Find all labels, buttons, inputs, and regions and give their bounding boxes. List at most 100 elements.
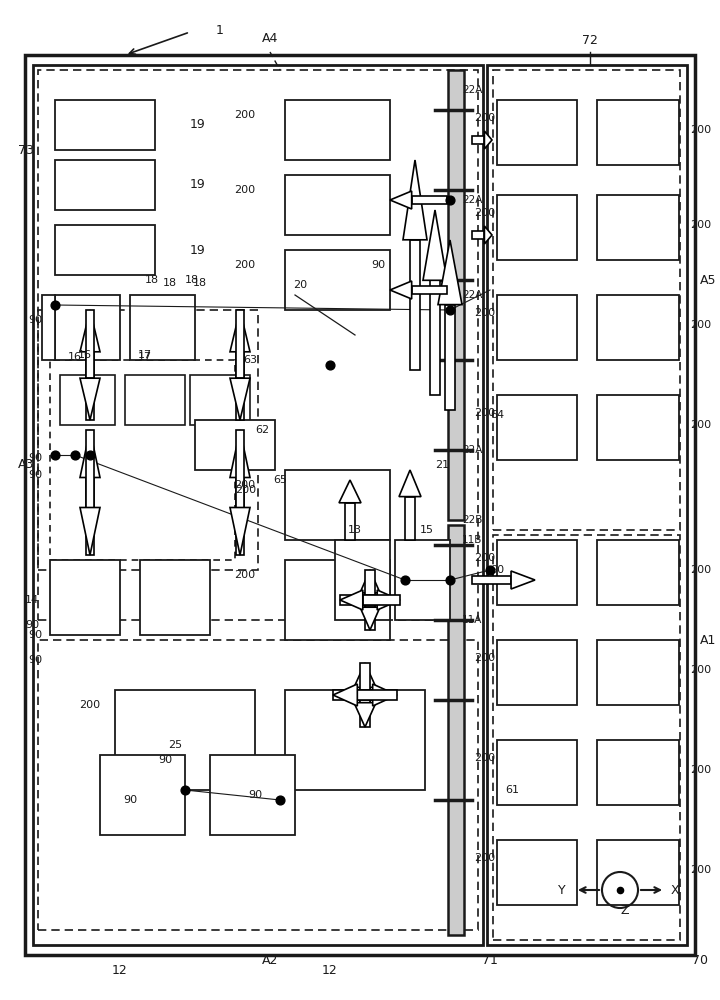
Text: 64: 64 — [490, 410, 504, 420]
Text: 20: 20 — [293, 280, 307, 290]
Text: 200: 200 — [474, 113, 495, 123]
Text: 90: 90 — [371, 260, 385, 270]
Polygon shape — [485, 226, 492, 244]
Text: 12: 12 — [322, 964, 338, 976]
Polygon shape — [80, 310, 100, 352]
Text: 200: 200 — [690, 320, 711, 330]
Point — [84, 447, 96, 463]
Bar — [285, 690, 425, 790]
Polygon shape — [365, 593, 375, 630]
Text: 200: 200 — [234, 185, 255, 195]
Polygon shape — [472, 136, 485, 144]
Point — [274, 792, 286, 808]
Polygon shape — [230, 310, 250, 352]
Text: 200: 200 — [234, 480, 255, 490]
Text: 70: 70 — [692, 954, 708, 966]
Bar — [448, 525, 464, 935]
Point — [444, 192, 456, 208]
Text: 17: 17 — [138, 350, 152, 360]
Text: 90: 90 — [25, 620, 39, 630]
Bar — [448, 70, 464, 520]
Text: X: X — [671, 884, 679, 896]
Polygon shape — [230, 378, 250, 420]
Text: 71: 71 — [482, 954, 498, 966]
Text: 200: 200 — [474, 208, 495, 218]
Text: 11B: 11B — [462, 535, 482, 545]
Polygon shape — [339, 480, 361, 503]
Text: 73: 73 — [18, 143, 34, 156]
Text: 90: 90 — [28, 655, 42, 665]
Bar — [38, 640, 478, 930]
Point — [49, 447, 60, 463]
Polygon shape — [80, 378, 100, 420]
Text: 13: 13 — [348, 525, 362, 535]
Polygon shape — [236, 310, 244, 378]
Text: 200: 200 — [690, 565, 711, 575]
Text: A1: A1 — [700, 634, 716, 647]
Bar — [597, 640, 679, 705]
Polygon shape — [472, 576, 511, 584]
Text: 90: 90 — [123, 795, 137, 805]
Text: 200: 200 — [474, 753, 495, 763]
Text: 22A: 22A — [462, 445, 482, 455]
Text: 200: 200 — [79, 700, 100, 710]
Bar — [597, 395, 679, 460]
Text: 72: 72 — [582, 33, 598, 46]
Text: Y: Y — [558, 884, 566, 896]
Text: 200: 200 — [690, 665, 711, 675]
Bar — [195, 420, 275, 470]
Polygon shape — [333, 690, 373, 700]
Text: 18: 18 — [145, 275, 159, 285]
Bar — [497, 840, 577, 905]
Polygon shape — [423, 210, 447, 280]
Text: 200: 200 — [474, 408, 495, 418]
Bar — [55, 160, 155, 210]
Polygon shape — [438, 240, 462, 305]
Polygon shape — [360, 570, 380, 593]
Text: 15: 15 — [420, 525, 434, 535]
Polygon shape — [365, 570, 375, 607]
Bar — [140, 560, 210, 635]
Polygon shape — [412, 196, 447, 204]
Point — [324, 357, 336, 373]
Bar — [285, 175, 390, 235]
Text: 12: 12 — [112, 964, 128, 976]
Polygon shape — [472, 231, 485, 239]
Bar — [285, 470, 390, 540]
Text: 19: 19 — [190, 118, 206, 131]
Polygon shape — [511, 571, 535, 589]
Bar — [210, 755, 295, 835]
Bar — [597, 195, 679, 260]
Point — [444, 302, 456, 318]
Polygon shape — [80, 430, 100, 478]
Bar — [597, 740, 679, 805]
Polygon shape — [357, 690, 397, 700]
Point — [399, 572, 410, 588]
Text: 22A: 22A — [462, 290, 482, 300]
Text: 18: 18 — [163, 278, 177, 288]
Bar — [487, 65, 687, 945]
Bar — [55, 225, 155, 275]
Polygon shape — [445, 305, 455, 410]
Text: 200: 200 — [474, 853, 495, 863]
Bar — [497, 100, 577, 165]
Polygon shape — [360, 607, 380, 630]
Point — [69, 447, 81, 463]
Text: 200: 200 — [690, 220, 711, 230]
Polygon shape — [390, 191, 412, 209]
Polygon shape — [405, 497, 415, 540]
Text: 11A: 11A — [462, 615, 482, 625]
Polygon shape — [363, 595, 400, 605]
Text: 200: 200 — [474, 308, 495, 318]
Polygon shape — [236, 430, 244, 508]
Bar — [50, 360, 235, 560]
Polygon shape — [236, 478, 244, 555]
Polygon shape — [230, 508, 250, 555]
Point — [485, 562, 496, 578]
Text: A5: A5 — [700, 273, 716, 286]
Bar — [497, 295, 577, 360]
Text: 90: 90 — [490, 565, 504, 575]
Text: 200: 200 — [690, 765, 711, 775]
Polygon shape — [354, 703, 376, 727]
Polygon shape — [360, 663, 370, 703]
